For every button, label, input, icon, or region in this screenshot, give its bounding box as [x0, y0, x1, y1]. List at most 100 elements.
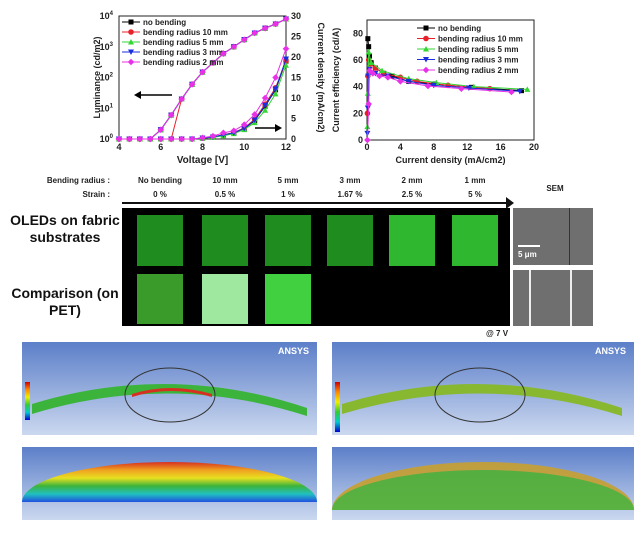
ansys-pet-simulation: ANSYS: [22, 342, 317, 435]
current-point: [147, 135, 154, 143]
column-strain: 2.5 %: [401, 190, 423, 199]
column-strain: 1 %: [281, 190, 295, 199]
efficiency-point: [516, 88, 523, 95]
luminance-point: [178, 95, 185, 103]
x-tick-label: 20: [529, 142, 539, 152]
current-point: [283, 62, 289, 68]
current-point: [282, 45, 290, 53]
current-point: [251, 111, 258, 118]
efficiency-line: [366, 68, 520, 134]
efficiency-line: [366, 69, 512, 141]
arrow-head-icon: [275, 124, 282, 132]
scale-bar-label: 5 μm: [518, 250, 537, 259]
legend-marker: [128, 49, 134, 55]
oled-fabric-photo: [265, 215, 311, 266]
y-axis-label: Luminance (cd/m2): [92, 36, 102, 118]
x-tick-label: 16: [496, 142, 506, 152]
strain-arrow: [122, 202, 510, 204]
luminance-point: [230, 43, 238, 51]
efficiency-point: [364, 105, 371, 111]
y-tick-label: 0: [358, 135, 363, 145]
luminance-point: [209, 59, 217, 67]
legend-marker: [422, 66, 430, 74]
luminance-point: [282, 15, 290, 23]
efficiency-point: [376, 72, 383, 80]
current-point: [199, 134, 206, 142]
ansys-fabric-simulation: ANSYS: [332, 342, 634, 435]
current-point: [126, 135, 133, 143]
efficiency-point: [405, 78, 412, 85]
x-axis-label: Voltage [V]: [177, 155, 228, 166]
color-legend: [25, 382, 30, 420]
x-tick-label: 8: [200, 142, 205, 152]
legend-label: bending radius 5 mm: [143, 38, 223, 47]
y-tick-label: 100: [100, 134, 114, 144]
efficiency-point: [465, 85, 472, 91]
sem-label: SEM: [546, 184, 564, 193]
current-point: [230, 127, 238, 135]
column-strain: 1.67 %: [337, 190, 363, 199]
y-tick-label: 20: [353, 108, 363, 118]
ansys-fabric-zoom: [332, 447, 634, 520]
current-point: [262, 107, 269, 113]
legend-label: bending radius 5 mm: [438, 45, 518, 54]
x-tick-label: 6: [158, 142, 163, 152]
oled-pet-photo: [202, 274, 248, 324]
y2-axis-label: Current density (mA/cm2): [316, 22, 326, 132]
x-tick-label: 12: [462, 142, 472, 152]
oled-fabric-photo: [327, 215, 373, 266]
bending-radius-label: Bending radius :: [46, 176, 110, 185]
ansys-logo: ANSYS: [277, 346, 309, 356]
legend-label: bending radius 2 mm: [143, 58, 223, 67]
y-tick-label: 104: [100, 11, 114, 21]
y-tick-label: 103: [100, 42, 114, 52]
current-point: [178, 135, 185, 143]
luminance-point: [220, 50, 227, 57]
current-point: [167, 135, 175, 143]
efficiency-point: [389, 73, 395, 79]
current-point: [115, 135, 123, 143]
x-tick-label: 12: [281, 142, 291, 152]
oled-fabric-photo: [452, 215, 498, 266]
efficiency-point: [508, 88, 515, 96]
current-point: [261, 94, 269, 102]
oled-fabric-photo: [202, 215, 248, 266]
arrow-head-icon: [134, 91, 141, 99]
y-tick-label: 102: [100, 73, 114, 83]
current-point: [136, 135, 144, 143]
legend-marker: [128, 19, 134, 25]
efficiency-point: [366, 44, 372, 50]
current-point: [272, 86, 279, 92]
current-point: [220, 129, 227, 137]
efficiency-point: [397, 78, 404, 85]
oled-fabric-photo: [137, 215, 183, 266]
y2-tick-label: 20: [291, 52, 301, 62]
oled-photo-panel: [122, 208, 510, 326]
column-radius: 5 mm: [277, 176, 299, 185]
current-point: [283, 56, 289, 63]
x-tick-label: 8: [431, 142, 436, 152]
luminance-point: [199, 68, 206, 76]
column-strain: 0 %: [153, 190, 167, 199]
current-point: [209, 132, 217, 140]
efficiency-point: [365, 49, 372, 55]
efficiency-point: [384, 74, 392, 81]
y2-tick-label: 25: [291, 32, 301, 42]
current-point: [251, 117, 258, 124]
column-radius: 10 mm: [212, 176, 238, 185]
legend-marker: [127, 58, 135, 66]
column-radius: 3 mm: [339, 176, 361, 185]
luminance-point: [251, 29, 258, 37]
legend-marker: [128, 29, 134, 35]
y-tick-label: 80: [353, 28, 363, 38]
legend-marker: [423, 25, 429, 31]
legend-marker: [423, 46, 429, 52]
column-strain: 5 %: [468, 190, 482, 199]
efficiency-point: [368, 59, 375, 66]
x-tick-label: 10: [239, 142, 249, 152]
luminance-point: [240, 36, 248, 43]
column-strain: 0.5 %: [214, 190, 236, 199]
y-axis-label: Current efficiency (cd/A): [331, 28, 341, 133]
y2-tick-label: 15: [291, 73, 301, 83]
legend-label: bending radius 2 mm: [438, 66, 518, 75]
